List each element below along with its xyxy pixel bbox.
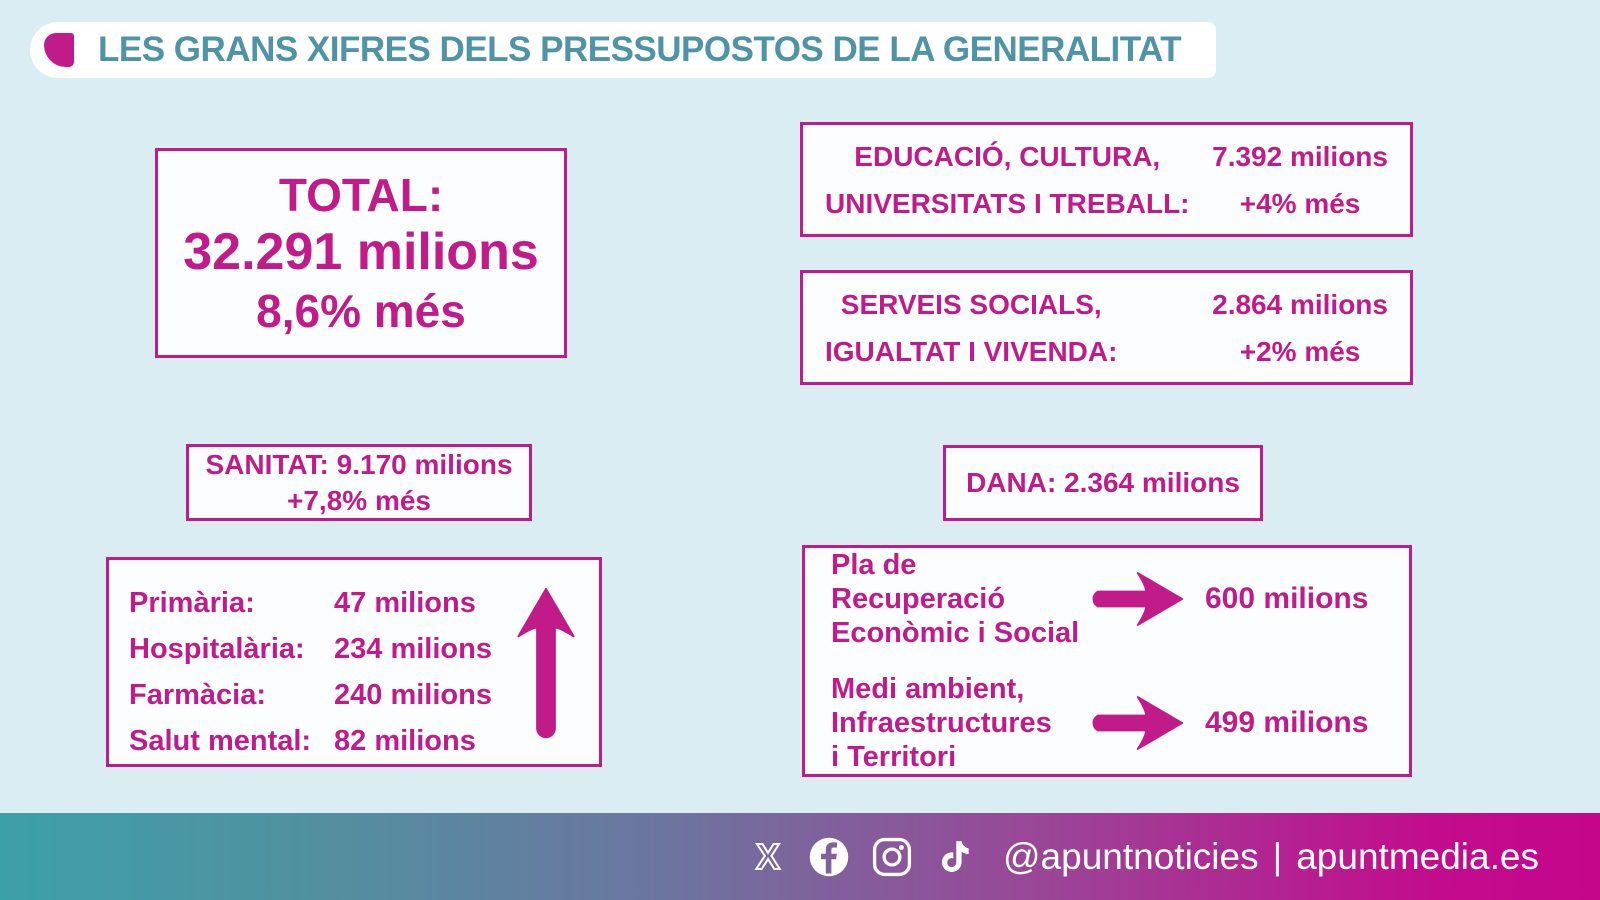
footer-text: @apuntnoticies | apuntmedia.es — [1003, 836, 1539, 878]
total-change: 8,6% més — [256, 284, 466, 337]
tiktok-icon — [941, 840, 969, 872]
social-handle: @apuntnoticies — [1003, 835, 1259, 877]
website-url: apuntmedia.es — [1296, 835, 1539, 877]
plan-value: 600 milions — [1205, 582, 1369, 615]
breakdown-label: Primària: — [129, 587, 255, 619]
total-amount: 32.291 milions — [183, 223, 539, 282]
total-label: TOTAL: — [278, 169, 444, 222]
footer-separator: | — [1272, 835, 1283, 877]
plan-label-line: Econòmic i Social — [831, 617, 1080, 649]
educacio-box: EDUCACIÓ, CULTURA, UNIVERSITATS I TREBAL… — [800, 122, 1413, 237]
breakdown-value: 82 milions — [334, 725, 476, 757]
breakdown-label: Salut mental: — [129, 725, 312, 757]
plan-value: 499 milions — [1205, 706, 1369, 739]
social-icons: X — [748, 835, 973, 879]
facebook-icon — [809, 837, 849, 876]
plan-row-medi-ambient: Medi ambient, Infraestructures i Territo… — [831, 672, 1383, 774]
serveis-change: +2% més — [1239, 335, 1361, 367]
sanitat-line1: SANITAT: 9.170 milions — [205, 448, 513, 480]
dana-text: DANA: 2.364 milions — [966, 467, 1240, 498]
educacio-change: +4% més — [1239, 187, 1361, 219]
plan-labels: Pla de Recuperació Econòmic i Social — [831, 548, 1083, 650]
serveis-socials-box: SERVEIS SOCIALS, IGUALTAT I VIVENDA: 2.8… — [800, 270, 1413, 385]
breakdown-row-farmacia: Farmàcia: 240 milions — [129, 672, 579, 718]
footer-bar: X @apuntnoticies | apuntmedia.es — [0, 813, 1600, 900]
plan-label-line: Infraestructures — [831, 707, 1052, 739]
instagram-icon — [872, 837, 912, 876]
breakdown-value: 240 milions — [334, 679, 492, 711]
serveis-values: 2.864 milions +2% més — [1212, 281, 1388, 375]
right-arrow-icon — [1092, 696, 1184, 750]
total-box: TOTAL: 32.291 milions 8,6% més — [155, 148, 567, 358]
plan-row-recuperacio: Pla de Recuperació Econòmic i Social 600… — [831, 548, 1383, 650]
dana-box: DANA: 2.364 milions — [943, 445, 1263, 521]
sanitat-breakdown-box: Primària: 47 milions Hospitalària: 234 m… — [106, 557, 602, 767]
x-icon: X — [755, 836, 781, 878]
serveis-labels: SERVEIS SOCIALS, IGUALTAT I VIVENDA: — [825, 281, 1117, 375]
sanitat-line2: +7,8% més — [287, 484, 431, 516]
breakdown-value: 47 milions — [334, 587, 476, 619]
breakdown-row-primaria: Primària: 47 milions — [129, 580, 579, 626]
breakdown-row-salut-mental: Salut mental: 82 milions — [129, 718, 579, 764]
plans-box: Pla de Recuperació Econòmic i Social 600… — [802, 545, 1412, 777]
educacio-labels: EDUCACIÓ, CULTURA, UNIVERSITATS I TREBAL… — [825, 133, 1190, 227]
serveis-amount: 2.864 milions — [1212, 288, 1388, 320]
brand-bullet-icon — [44, 33, 74, 67]
svg-text:X: X — [756, 836, 780, 877]
breakdown-row-hospitalaria: Hospitalària: 234 milions — [129, 626, 579, 672]
breakdown-label: Farmàcia: — [129, 679, 267, 711]
plan-label-line: i Territori — [831, 741, 957, 773]
serveis-label-line1: SERVEIS SOCIALS, — [840, 288, 1102, 320]
plan-label-line: Medi ambient, — [831, 673, 1025, 705]
plan-label-line: Pla de Recuperació — [831, 549, 1006, 615]
right-arrow-icon — [1092, 572, 1184, 626]
sanitat-box: SANITAT: 9.170 milions +7,8% més — [186, 444, 532, 521]
serveis-label-line2: IGUALTAT I VIVENDA: — [825, 335, 1118, 367]
page-title: LES GRANS XIFRES DELS PRESSUPOSTOS DE LA… — [98, 30, 1182, 69]
header-pill: LES GRANS XIFRES DELS PRESSUPOSTOS DE LA… — [30, 22, 1216, 78]
educacio-amount: 7.392 milions — [1212, 140, 1388, 172]
plan-labels: Medi ambient, Infraestructures i Territo… — [831, 672, 1083, 774]
educacio-label-line2: UNIVERSITATS I TREBALL: — [825, 187, 1190, 219]
breakdown-value: 234 milions — [334, 633, 492, 665]
breakdown-label: Hospitalària: — [129, 633, 305, 665]
up-arrow-icon — [517, 587, 575, 739]
educacio-label-line1: EDUCACIÓ, CULTURA, — [854, 140, 1161, 172]
educacio-values: 7.392 milions +4% més — [1212, 133, 1388, 227]
